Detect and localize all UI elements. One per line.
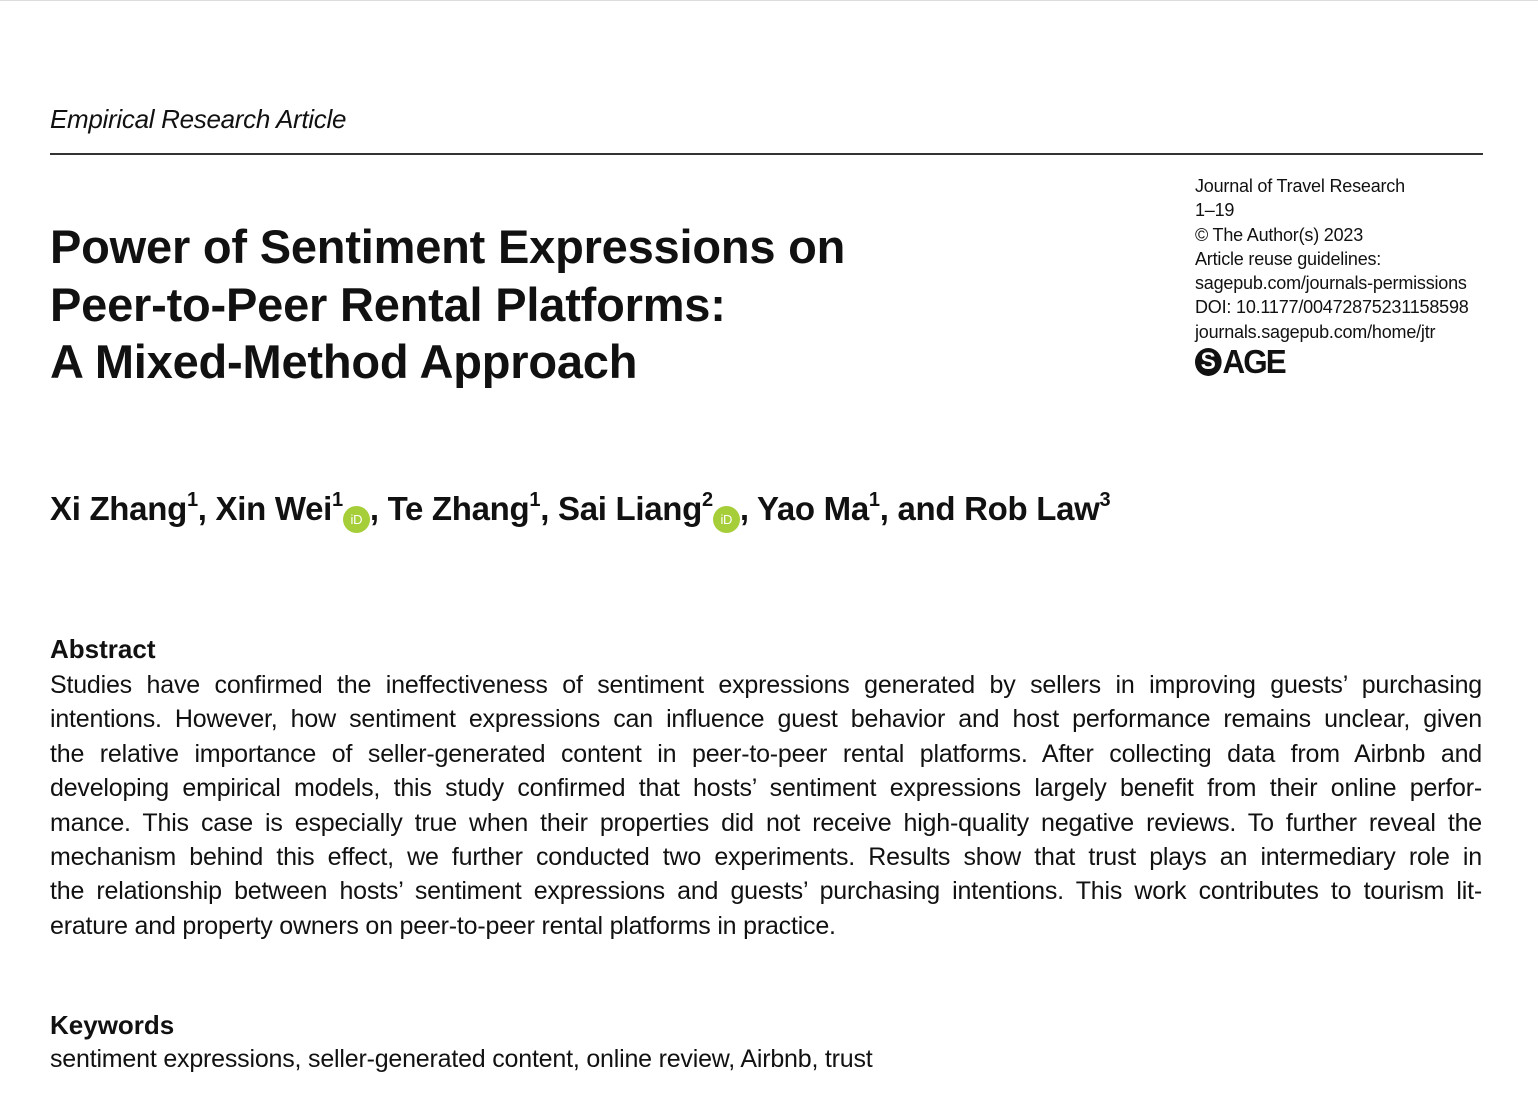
abstract-line: developing empirical models, this study … xyxy=(50,774,1482,803)
doi[interactable]: DOI: 10.1177/00472875231158598 xyxy=(1195,297,1469,318)
author[interactable]: and Rob Law3 xyxy=(897,489,1111,527)
abstract-body: Studies have confirmed the ineffectivene… xyxy=(50,668,1482,943)
keywords-heading: Keywords xyxy=(50,1010,175,1040)
journal-info: Journal of Travel Research 1–19 © The Au… xyxy=(1195,174,1469,378)
copyright: © The Author(s) 2023 xyxy=(1195,224,1364,245)
header-rule xyxy=(50,153,1483,155)
abstract-line: mechanism behind this effect, we further… xyxy=(50,843,1482,872)
abstract-line: the relationship between hosts’ sentimen… xyxy=(50,877,1482,906)
title-line: Peer-to-Peer Rental Platforms: xyxy=(50,277,726,331)
abstract-heading: Abstract xyxy=(50,634,156,664)
keywords-list: sentiment expressions, seller-generated … xyxy=(50,1045,873,1073)
author[interactable]: Sai Liang2 xyxy=(557,489,713,527)
reuse-label: Article reuse guidelines: xyxy=(1195,248,1382,269)
author[interactable]: Xin Wei1 xyxy=(215,489,344,527)
article-type: Empirical Research Article xyxy=(50,104,347,134)
orcid-icon[interactable]: iD xyxy=(712,506,740,533)
sage-logo: S AGE xyxy=(1195,345,1455,378)
abstract-line: the relative importance of seller-genera… xyxy=(50,739,1482,768)
page-range: 1–19 xyxy=(1195,200,1235,221)
author[interactable]: Te Zhang1 xyxy=(387,489,541,527)
author[interactable]: Xi Zhang1 xyxy=(50,489,198,527)
sage-s-icon: S xyxy=(1195,348,1222,377)
author[interactable]: Yao Ma1 xyxy=(756,489,880,527)
article-title: Power of Sentiment Expressions on Peer-t… xyxy=(50,218,845,391)
title-line: A Mixed-Method Approach xyxy=(50,335,638,388)
orcid-icon[interactable]: iD xyxy=(342,506,370,533)
permissions-link[interactable]: sagepub.com/journals-permissions xyxy=(1195,273,1467,294)
author-list: Xi Zhang1, Xin Wei1iD, Te Zhang1, Sai Li… xyxy=(50,489,1111,533)
top-border xyxy=(0,0,1538,1)
abstract-line: Studies have confirmed the ineffectivene… xyxy=(50,671,1482,699)
abstract-line: intentions. However, how sentiment expre… xyxy=(50,705,1482,734)
abstract-line: mance. This case is especially true when… xyxy=(50,808,1482,837)
abstract-line: erature and property owners on peer-to-p… xyxy=(50,911,836,940)
journal-homepage-link[interactable]: journals.sagepub.com/home/jtr xyxy=(1195,321,1436,342)
journal-name: Journal of Travel Research xyxy=(1195,176,1405,196)
title-line: Power of Sentiment Expressions on xyxy=(50,220,846,273)
